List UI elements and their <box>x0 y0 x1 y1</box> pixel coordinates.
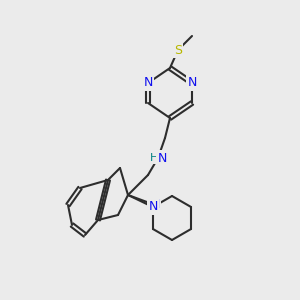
Text: N: N <box>157 152 167 164</box>
Text: H: H <box>150 153 158 163</box>
Text: S: S <box>174 44 182 56</box>
Text: N: N <box>148 200 158 214</box>
Text: N: N <box>150 199 160 212</box>
Text: N: N <box>187 76 197 89</box>
Text: N: N <box>143 76 153 89</box>
